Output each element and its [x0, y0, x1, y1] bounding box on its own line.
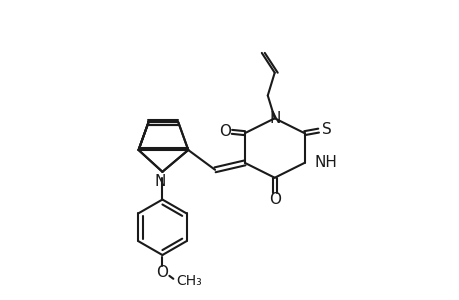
- Text: O: O: [218, 124, 230, 139]
- Text: O: O: [156, 266, 168, 280]
- Text: CH₃: CH₃: [176, 274, 202, 288]
- Text: N: N: [154, 174, 166, 189]
- Text: O: O: [268, 192, 280, 207]
- Text: S: S: [321, 122, 330, 137]
- Text: N: N: [269, 111, 280, 126]
- Text: NH: NH: [314, 155, 336, 170]
